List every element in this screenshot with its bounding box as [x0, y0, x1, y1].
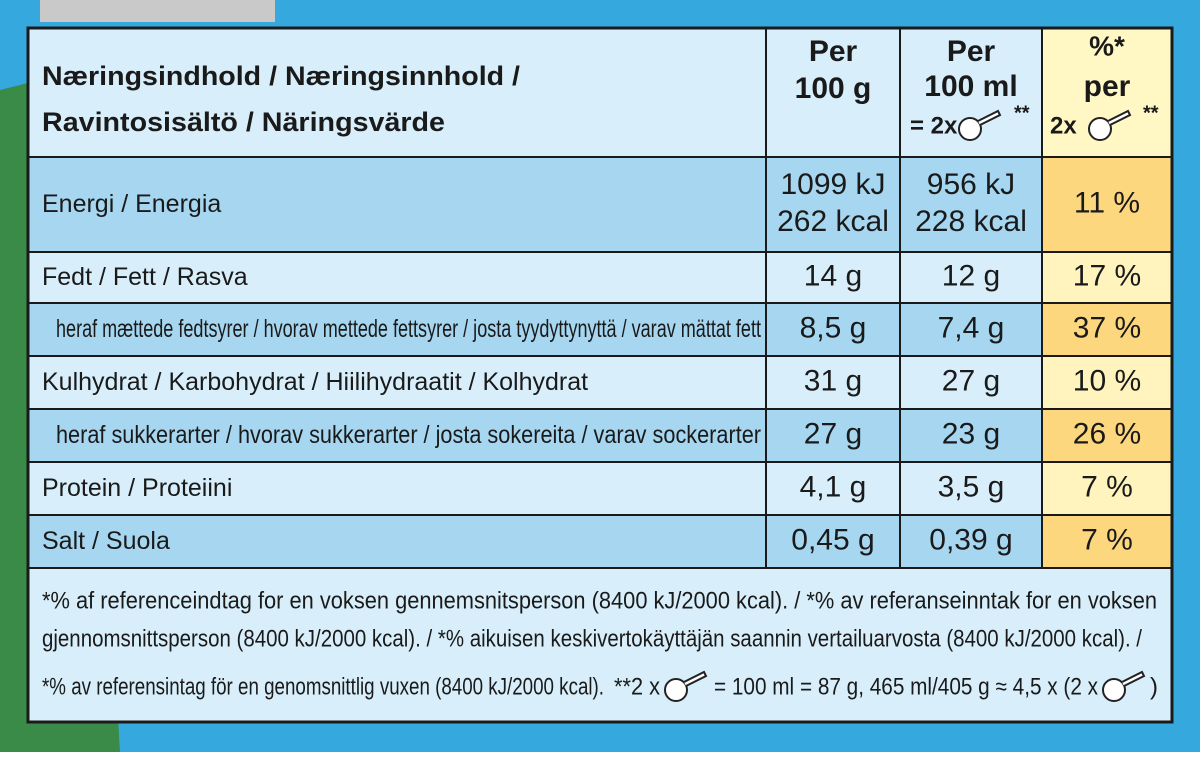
scoop-icon: [1102, 678, 1126, 702]
row-bg-pct: [1042, 252, 1172, 303]
table: Næringsindhold / Næringsinnhold / Ravinto…: [26, 26, 1174, 724]
row-label: Energi / Energia: [42, 190, 221, 218]
cell-value: 1099 kJ: [780, 168, 885, 201]
row-label: Protein / Proteiini: [42, 474, 232, 502]
col-header: **: [1143, 102, 1159, 124]
row-bg-pct: [1042, 356, 1172, 409]
col-header: per: [1084, 70, 1131, 103]
footnote-line: *% af referenceindtag for en voksen genn…: [42, 587, 1157, 614]
row-label: heraf sukkerarter / hvorav sukkerarter /…: [56, 421, 761, 449]
cell-value: 12 g: [942, 259, 1000, 292]
col-header: 100 ml: [924, 70, 1017, 103]
cell-value: 228 kcal: [915, 205, 1027, 238]
cell-value: 3,5 g: [938, 470, 1005, 503]
row-label: Salt / Suola: [42, 527, 170, 555]
col-header: = 2x: [910, 112, 958, 139]
cell-percent: 11 %: [1074, 186, 1140, 219]
scoop-handle: [1121, 670, 1146, 687]
col-header: Per: [947, 35, 996, 68]
footnote-line: **2 x: [614, 673, 660, 700]
row-bg: [28, 409, 1042, 462]
cell-value: 4,1 g: [800, 470, 867, 503]
footnote-line: gjennomsnittsperson (8400 kJ/2000 kcal).…: [42, 625, 1142, 652]
col-header: %*: [1089, 30, 1125, 61]
scoop-icon: [1088, 117, 1112, 141]
col-header: Per: [809, 35, 858, 68]
cell-value: 23 g: [942, 417, 1000, 450]
table-border: [26, 26, 1174, 724]
footnote-bg: [28, 568, 1172, 722]
row-bg: [28, 303, 1042, 356]
scoop-handle: [1107, 109, 1132, 126]
cell-value: 14 g: [804, 259, 862, 292]
col-header: **: [1014, 102, 1030, 124]
cell-value: 31 g: [804, 364, 862, 397]
row-bg-pct: [1042, 409, 1172, 462]
row-bg-pct: [1042, 157, 1172, 252]
scoop-handle: [977, 109, 1002, 126]
row-bg-pct: [1042, 303, 1172, 356]
row-label: Fedt / Fett / Rasva: [42, 263, 248, 291]
col-header: 2x: [1050, 112, 1077, 139]
cell-value: 262 kcal: [777, 205, 889, 238]
footnote-line: *% av referensintag för en genomsnittlig…: [42, 673, 604, 700]
cell-percent: 17 %: [1073, 259, 1141, 292]
row-bg-pct: [1042, 462, 1172, 515]
header-bg: [28, 28, 1042, 157]
row-bg: [28, 515, 1042, 568]
cell-value: 7,4 g: [938, 311, 1005, 344]
row-bg: [28, 356, 1042, 409]
row-bg-pct: [1042, 515, 1172, 568]
footnote-line: = 100 ml = 87 g, 465 ml/405 g ≈ 4,5 x (2…: [714, 673, 1098, 700]
col-header: 100 g: [795, 72, 872, 105]
cell-value: 0,39 g: [929, 523, 1012, 556]
row-bg: [28, 252, 1042, 303]
photo-strip: [40, 0, 275, 22]
row-bg: [28, 157, 1042, 252]
cell-value: 27 g: [804, 417, 862, 450]
cell-value: 27 g: [942, 364, 1000, 397]
scoop-icon: [664, 678, 688, 702]
header-title: Næringsindhold / Næringsinnhold /: [42, 61, 521, 91]
cell-percent: 10 %: [1073, 364, 1141, 397]
cell-value: 8,5 g: [800, 311, 867, 344]
cell-percent: 37 %: [1073, 311, 1141, 344]
row-bg: [28, 462, 1042, 515]
footnote-line: ): [1150, 673, 1158, 700]
cell-percent: 26 %: [1073, 417, 1141, 450]
scoop-icon: [958, 117, 982, 141]
cell-value: 956 kJ: [927, 168, 1015, 201]
cell-percent: 7 %: [1081, 470, 1133, 503]
cell-value: 0,45 g: [791, 523, 874, 556]
scoop-handle: [683, 670, 708, 687]
header-title: Ravintosisältö / Näringsvärde: [42, 107, 445, 137]
row-label: heraf mættede fedtsyrer / hvorav mettede…: [56, 315, 761, 343]
row-label: Kulhydrat / Karbohydrat / Hiilihydraatit…: [42, 368, 588, 396]
cell-percent: 7 %: [1081, 523, 1133, 556]
